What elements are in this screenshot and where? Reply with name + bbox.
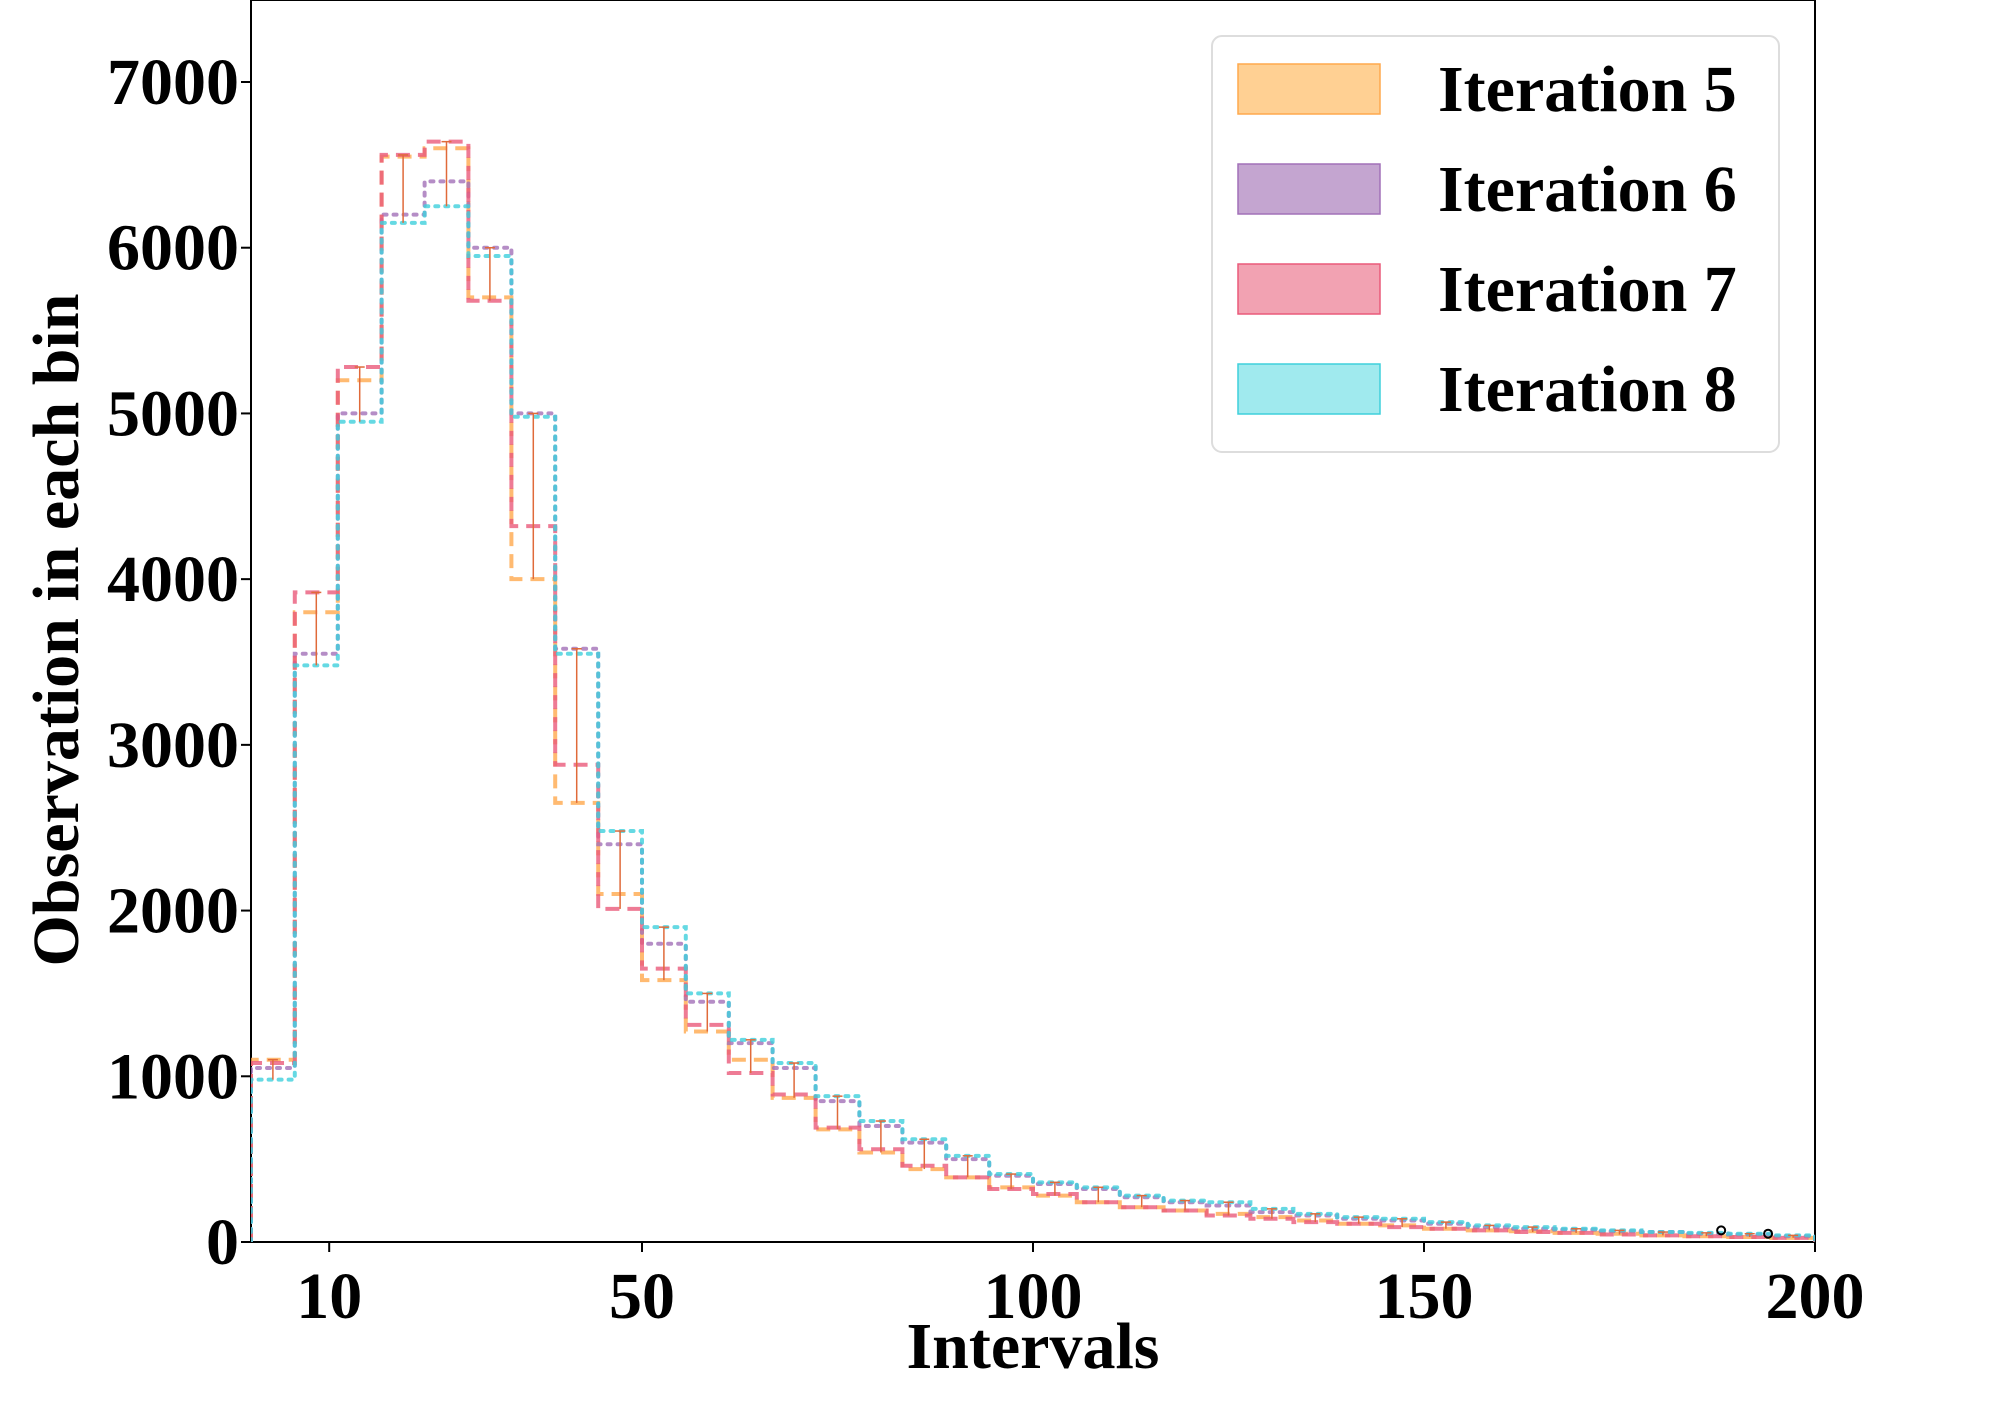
y-tick-label: 4000 [107,543,239,616]
legend-label: Iteration 7 [1438,253,1737,326]
legend-swatch [1237,263,1381,315]
y-tick-label: 1000 [107,1040,239,1113]
x-axis-title: Intervals [907,1310,1160,1383]
x-tick-label: 200 [1766,1260,1865,1333]
series-line-iteration-8 [251,204,1815,1242]
outlier-point [1763,1228,1774,1239]
legend-label: Iteration 5 [1438,53,1737,126]
x-tick-label: 50 [609,1260,675,1333]
outlier-point [1716,1225,1727,1236]
y-axis-title: Observation in each bin [20,294,93,967]
legend-swatch [1237,63,1381,115]
x-tick-label: 100 [984,1260,1083,1333]
y-tick-label: 7000 [107,46,239,119]
y-tick-label: 0 [206,1206,239,1279]
legend-swatch [1237,163,1381,215]
legend: Iteration 5 Iteration 6 Iteration 7 Iterati… [1211,35,1780,453]
legend-label: Iteration 8 [1438,353,1737,426]
legend-frame [1211,35,1780,453]
y-tick-label: 3000 [107,709,239,782]
x-axis: 10 50 100 150 200 [296,1242,1865,1333]
y-tick-label: 5000 [107,377,239,450]
y-tick-label: 2000 [107,875,239,948]
legend-label: Iteration 6 [1438,153,1737,226]
y-axis: 0 1000 2000 3000 4000 5000 6000 7000 [107,46,251,1279]
series-layer [251,139,1815,1242]
x-tick-label: 150 [1375,1260,1474,1333]
x-tick-label: 10 [296,1260,362,1333]
legend-swatch [1237,363,1381,415]
y-tick-label: 6000 [107,212,239,285]
series-line-iteration-7 [251,139,1815,1242]
